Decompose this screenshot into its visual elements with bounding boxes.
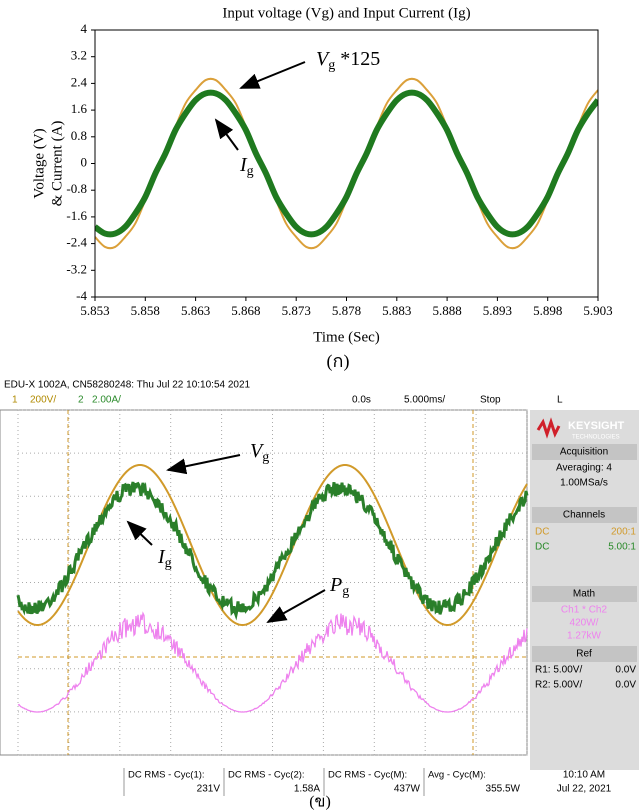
y-tick-label: 3.2 [71,48,87,63]
annotation-sub: g [247,164,254,179]
scope-label-sub: g [165,556,172,571]
arrow [216,120,238,150]
scope-label-main: P [329,574,342,596]
panel-text: 420W/ [570,618,599,629]
annotation: Ig [239,154,254,180]
channel-probe: 5.00:1 [608,542,636,553]
series-line [95,93,598,235]
x-tick-label: 5.878 [332,303,361,318]
caption: (ก) [327,351,350,372]
ch1-number: 1 [12,395,18,406]
figure: Input voltage (Vg) and Input Current (Ig… [0,0,639,812]
x-tick-label: 5.898 [533,303,562,318]
x-tick-label: 5.883 [382,303,411,318]
y-tick-label: 0 [81,154,88,169]
channel-coupling: DC [535,542,549,553]
panel-text: 1.27kW [567,631,601,642]
y-tick-label: 4 [81,21,88,36]
x-tick-label: 5.858 [131,303,160,318]
scope-label-sub: g [342,584,349,599]
measure-value: 355.5W [486,784,521,795]
x-tick-label: 5.888 [432,303,461,318]
x-tick-label: 5.893 [483,303,512,318]
brand-sub: TECHNOLOGIES [572,435,620,441]
y-tick-label: -1.6 [66,208,87,223]
plot-frame [95,30,598,297]
y-tick-label: -2.4 [66,235,87,250]
scope-label-sub: g [262,450,269,465]
annotation-suffix: *125 [335,48,380,70]
brand: KEYSIGHT [568,420,625,432]
x-tick-label: 5.863 [181,303,210,318]
ch1-scale: 200V/ [30,395,56,406]
y-tick-label: -0.8 [66,181,87,196]
measure-label: DC RMS - Cyc(M): [328,770,407,781]
time-offset: 0.0s [352,395,371,406]
panel-text: 1.00MSa/s [560,478,608,489]
panel-text: Averaging: 4 [556,463,612,474]
ch2-number: 2 [78,395,84,406]
x-tick-label: 5.873 [282,303,311,318]
series-line [95,79,598,248]
y-axis-label: Voltage (V) [31,128,47,198]
ch2-scale: 2.00A/ [92,395,121,406]
x-tick-label: 5.868 [231,303,260,318]
x-tick-label: 5.903 [583,303,612,318]
panel-title: Acquisition [560,447,608,458]
run-status: Stop [480,395,501,406]
channel-coupling: DC [535,527,549,538]
measure-label: DC RMS - Cyc(2): [228,770,305,781]
ref-scale: R1: 5.00V/ [535,665,582,676]
annotation: Vg *125 [316,48,380,74]
panel-title: Math [573,589,595,600]
time-scale: 5.000ms/ [404,395,445,406]
arrow [241,62,305,88]
measure-value: 437W [394,784,421,795]
panel-title: Channels [563,510,605,521]
x-axis-label: Time (Sec) [313,329,380,345]
ref-offset: 0.0V [615,680,636,691]
ref-offset: 0.0V [615,665,636,676]
x-tick-label: 5.853 [80,303,109,318]
clock-date: Jul 22, 2021 [557,784,612,795]
panel-text: Ch1 * Ch2 [561,605,608,616]
ref-scale: R2: 5.00V/ [535,680,582,691]
measure-value: 231V [197,784,221,795]
measure-label: DC RMS - Cyc(1): [128,770,205,781]
annotation-sub: g [328,58,335,73]
measure-label: Avg - Cyc(M): [428,770,486,781]
y-tick-label: 2.4 [71,74,88,89]
panel-title: Ref [576,649,592,660]
y-tick-label: 0.8 [71,128,87,143]
trigger: L [557,395,563,406]
caption: (ข) [309,794,331,811]
scope-header: EDU-X 1002A, CN58280248: Thu Jul 22 10:1… [4,380,251,391]
y-axis-label: & Current (A) [49,121,65,207]
clock-time: 10:10 AM [563,770,605,781]
chart-title: Input voltage (Vg) and Input Current (Ig… [222,5,470,21]
y-tick-label: -4 [76,288,87,303]
y-tick-label: 1.6 [71,101,88,116]
y-tick-label: -3.2 [66,261,87,276]
channel-probe: 200:1 [611,527,636,538]
